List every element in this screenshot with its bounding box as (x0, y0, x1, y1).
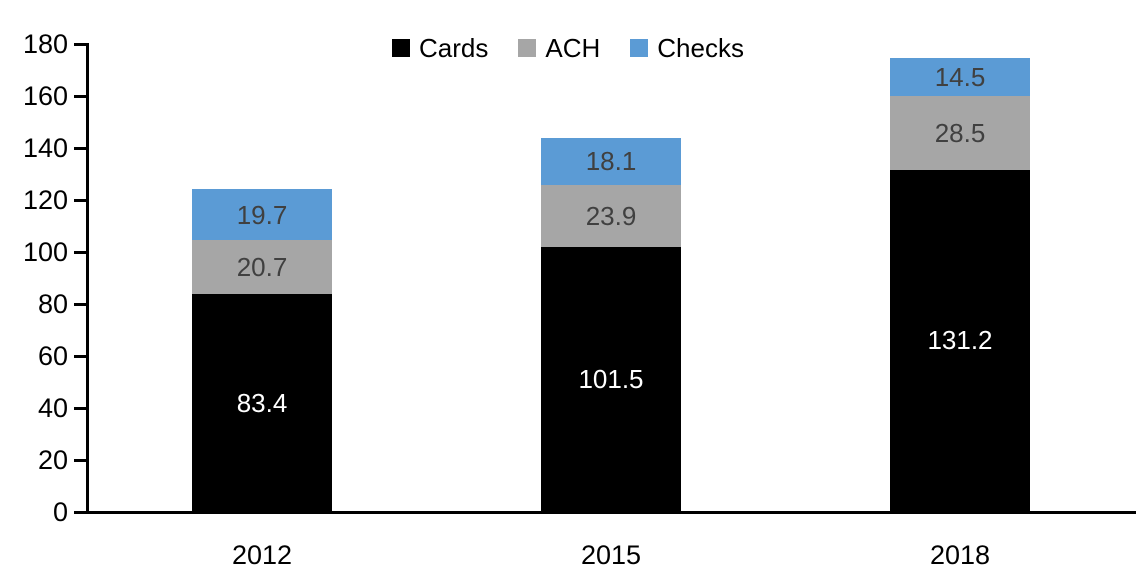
bar-segment-ach (890, 95, 1030, 170)
y-axis-tick-label: 0 (52, 497, 68, 527)
y-axis-tick (74, 199, 86, 202)
y-axis-tick (74, 459, 86, 462)
bar-value-label: 23.9 (585, 201, 637, 232)
y-axis-tick (74, 407, 86, 410)
legend-swatch-icon (392, 39, 411, 57)
y-axis-tick-label: 20 (37, 445, 68, 475)
bar-value-label: 14.5 (934, 61, 986, 92)
legend-label: Checks (657, 33, 744, 63)
y-axis-tick-label: 120 (22, 185, 68, 215)
y-axis-tick-label: 100 (22, 237, 68, 267)
y-axis-tick (74, 355, 86, 358)
legend-swatch-icon (518, 39, 537, 57)
legend-swatch-icon (630, 39, 649, 57)
bar-segment-ach (192, 240, 332, 295)
legend-item-checks: Checks (630, 32, 744, 64)
y-axis-tick (74, 95, 86, 98)
legend-label: Cards (419, 33, 489, 63)
y-axis-tick-label: 60 (37, 341, 68, 371)
x-axis (86, 511, 1136, 514)
y-axis-tick (74, 43, 86, 46)
y-axis-tick-label: 40 (37, 393, 68, 423)
bar-value-label: 19.7 (236, 199, 288, 230)
bar-value-label: 83.4 (236, 387, 288, 418)
y-axis-tick (74, 251, 86, 254)
y-axis-tick-label: 180 (22, 29, 68, 59)
y-axis-tick-label: 80 (37, 289, 68, 319)
legend-item-ach: ACH (518, 32, 600, 64)
bar-segment-ach (541, 184, 681, 248)
y-axis-tick-label: 140 (22, 133, 68, 163)
y-axis-tick (74, 147, 86, 150)
x-axis-category-label: 2012 (231, 540, 293, 570)
legend-item-cards: Cards (392, 32, 488, 64)
bar-segment-cards (541, 247, 681, 511)
x-axis-category-label: 2015 (580, 540, 642, 570)
bar-segment-cards (192, 294, 332, 511)
chart-legend: Cards ACH Checks (0, 32, 1136, 64)
x-axis-category-label: 2018 (929, 540, 991, 570)
y-axis-tick (74, 511, 86, 514)
bar-segment-cards (890, 169, 1030, 511)
bar-segment-checks (541, 137, 681, 185)
bar-value-label: 18.1 (585, 146, 637, 177)
bar-segment-checks (890, 58, 1030, 96)
bar-value-label: 101.5 (578, 364, 644, 395)
y-axis-tick-label: 160 (22, 81, 68, 111)
y-axis-tick (74, 303, 86, 306)
bar-value-label: 28.5 (934, 117, 986, 148)
bar-value-label: 20.7 (236, 252, 288, 283)
bar-value-label: 131.2 (927, 325, 993, 356)
legend-label: ACH (545, 33, 601, 63)
y-axis (86, 43, 89, 514)
bar-segment-checks (192, 189, 332, 241)
